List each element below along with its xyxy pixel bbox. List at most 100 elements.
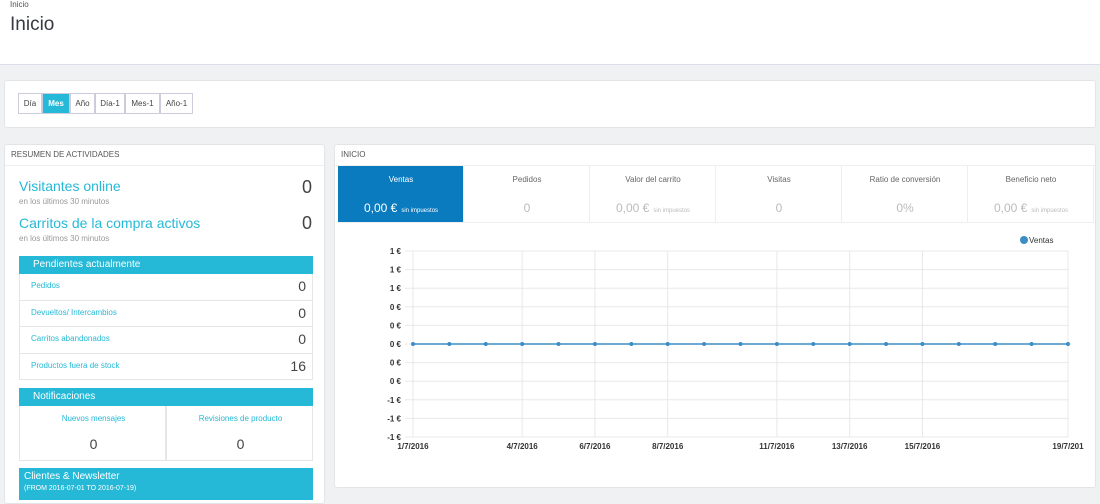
point (738, 342, 743, 346)
point (811, 342, 816, 346)
x-tick-label: 15/7/2016 (905, 442, 941, 451)
point (411, 342, 415, 346)
kpi-label: Ventas (388, 175, 414, 184)
point (483, 342, 488, 346)
y-tick-label: 0 € (390, 340, 402, 349)
period-button[interactable]: Año-1 (160, 93, 193, 114)
activity-panel: RESUMEN DE ACTIVIDADES Visitantes online… (4, 144, 325, 504)
y-tick-label: 1 € (390, 266, 402, 275)
period-panel: Día Mes Año Día-1 Mes-1 Año-1 (4, 80, 1096, 128)
dashboard-panel: INICIO Ventas 0,00 € sin impuestos Pedidos 0… (334, 144, 1096, 488)
kpi-note: sin impuestos (653, 208, 691, 214)
period-button[interactable]: Día-1 (95, 93, 125, 114)
point (629, 342, 634, 346)
panel-title: RESUMEN DE ACTIVIDADES (11, 150, 120, 159)
row-label[interactable]: Carritos abandonados (31, 334, 110, 343)
kpi[interactable]: Pedidos 0 (464, 166, 590, 223)
notifications-title: Notificaciones (33, 391, 96, 402)
kpi[interactable]: Ventas 0,00 € sin impuestos (338, 166, 464, 223)
customers-range: (FROM 2016-07-01 TO 2016-07-19) (24, 485, 137, 492)
point (1029, 342, 1034, 346)
kpi-value: 0,00 € (615, 201, 650, 215)
x-tick-label: 4/7/2016 (507, 442, 539, 451)
online-value: 0 (301, 177, 312, 197)
y-tick-label: 1 € (390, 247, 402, 256)
kpi[interactable]: Beneficio neto 0,00 € sin impuestos (968, 166, 1094, 223)
notification-cell: Revisiones de producto 0 (166, 406, 313, 461)
notification-value: 0 (236, 436, 245, 452)
period-button[interactable]: Mes (42, 93, 70, 114)
row-value: 0 (298, 304, 306, 321)
notifications-header: Notificaciones (19, 388, 313, 406)
notification-cell: Nuevos mensajes 0 (19, 406, 166, 461)
divider (5, 165, 324, 166)
kpi-value-row: 0 (716, 201, 842, 215)
page-title: Inicio (10, 14, 55, 35)
y-tick-label: 0 € (390, 359, 402, 368)
kpi-value-row: 0,00 € sin impuestos (338, 201, 464, 215)
x-tick-label: 6/7/2016 (579, 442, 611, 451)
pending-row: Carritos abandonados 0 (19, 327, 313, 354)
kpi-label: Ratio de conversión (869, 175, 941, 184)
y-tick-label: 0 € (390, 321, 402, 330)
y-tick-label: 0 € (390, 377, 402, 386)
pending-row: Pedidos 0 (19, 274, 313, 301)
point (702, 342, 707, 346)
carts-label[interactable]: Carritos de la compra activos (19, 215, 201, 231)
row-label[interactable]: Devueltos/ Intercambios (31, 307, 117, 317)
kpi-label: Valor del carrito (625, 175, 681, 184)
online-label[interactable]: Visitantes online (19, 178, 121, 194)
kpi-label: Visitas (767, 175, 791, 184)
carts-value: 0 (301, 213, 312, 233)
y-tick-label: 1 € (390, 284, 402, 293)
breadcrumb[interactable]: Inicio (10, 0, 29, 9)
x-tick-label: 8/7/2016 (652, 442, 684, 451)
pending-title: Pendientes actualmente (33, 259, 141, 270)
x-tick-label: 1/7/2016 (397, 442, 429, 451)
online-note: en los últimos 30 minutos (19, 197, 110, 206)
panel-title: INICIO (341, 150, 366, 159)
point (847, 342, 852, 346)
x-tick-label: 13/7/2016 (832, 442, 868, 451)
legend-label: Ventas (1029, 236, 1053, 245)
y-tick-label: -1 € (387, 396, 401, 405)
point (520, 342, 525, 346)
row-label[interactable]: Productos fuera de stock (31, 360, 120, 370)
kpi-value: 0 (775, 201, 783, 215)
row-label[interactable]: Pedidos (31, 281, 60, 290)
row-value: 0 (298, 278, 306, 294)
kpi[interactable]: Visitas 0 (716, 166, 842, 223)
kpi-value: 0,00 € (993, 201, 1028, 215)
kpi-value-row: 0 (464, 201, 590, 215)
period-button[interactable]: Año (70, 93, 95, 114)
y-tick-label: -1 € (387, 433, 401, 442)
point (1066, 342, 1070, 346)
customers-header: Clientes & Newsletter (FROM 2016-07-01 TO… (19, 468, 313, 500)
carts-note: en los últimos 30 minutos (19, 234, 110, 243)
kpi-value-row: 0% (842, 201, 968, 215)
kpi-label: Beneficio neto (1005, 175, 1057, 184)
point (665, 342, 670, 346)
kpi[interactable]: Valor del carrito 0,00 € sin impuestos (590, 166, 716, 223)
kpi-value-row: 0,00 € sin impuestos (590, 201, 716, 215)
kpi-note: sin impuestos (401, 208, 439, 214)
y-tick-label: -1 € (387, 414, 401, 423)
divider (335, 165, 1095, 166)
period-button[interactable]: Mes-1 (125, 93, 160, 114)
kpi-label: Pedidos (512, 175, 542, 184)
notification-value: 0 (89, 436, 98, 452)
kpi-value-row: 0,00 € sin impuestos (968, 201, 1094, 215)
period-button[interactable]: Día (18, 93, 42, 114)
header: Inicio Inicio (0, 0, 1100, 65)
point (956, 342, 961, 346)
row-value: 16 (290, 357, 306, 374)
kpi-value: 0,00 € (363, 201, 398, 215)
point (993, 342, 998, 346)
pending-row: Devueltos/ Intercambios 0 (19, 300, 313, 327)
kpi[interactable]: Ratio de conversión 0% (842, 166, 968, 223)
notification-label[interactable]: Nuevos mensajes (61, 414, 126, 423)
notification-label[interactable]: Revisiones de producto (198, 414, 283, 423)
kpi-value: 0 (523, 201, 531, 215)
